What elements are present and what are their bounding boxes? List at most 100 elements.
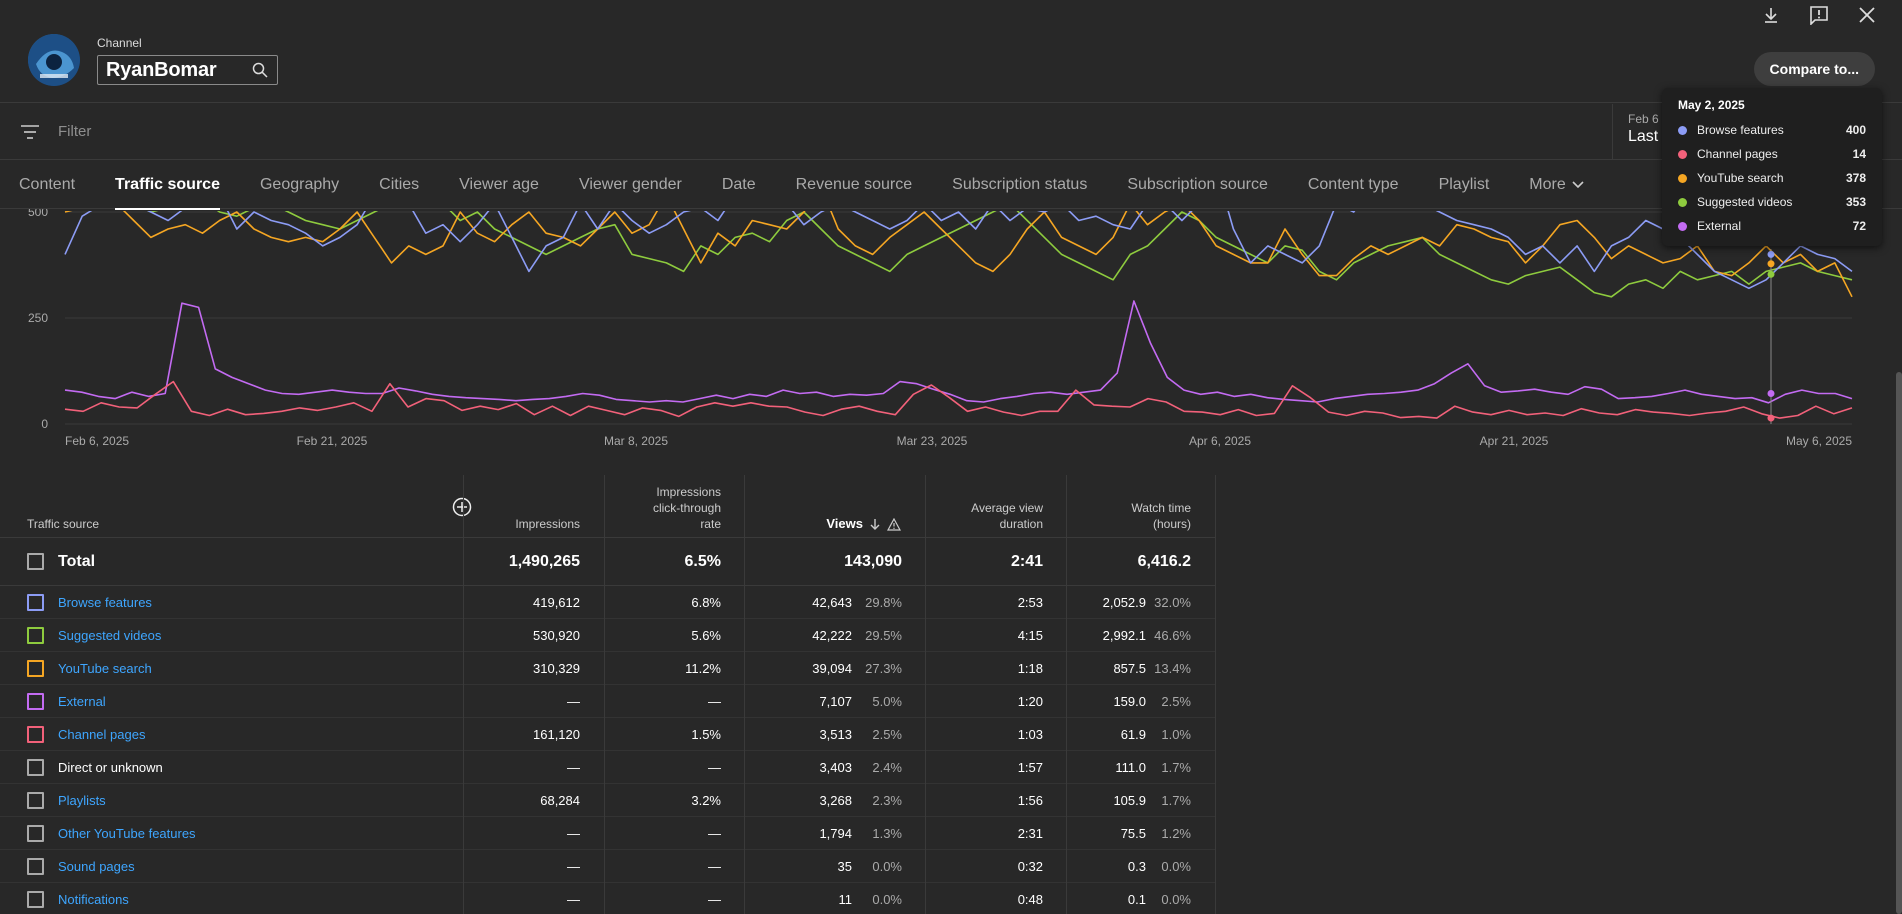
cell-views: 3,513 xyxy=(819,726,852,742)
cell-watch-time-pct: 1.7% xyxy=(1161,792,1191,808)
cell-views-pct: 29.8% xyxy=(865,594,902,610)
series-line-channel[interactable] xyxy=(64,380,1853,419)
hover-marker xyxy=(1767,414,1775,422)
tab-playlist[interactable]: Playlist xyxy=(1439,161,1490,209)
table-row-total: Total 1,490,265 6.5% 143,090 2:41 6,416.… xyxy=(0,538,1216,586)
source-name[interactable]: Suggested videos xyxy=(58,627,162,643)
legend-dot-icon xyxy=(1678,221,1687,231)
add-column-icon[interactable] xyxy=(452,497,472,517)
tab-label: Content type xyxy=(1307,176,1399,193)
scrollbar[interactable] xyxy=(1896,372,1902,914)
series-line-external[interactable] xyxy=(64,300,1853,404)
feedback-icon[interactable] xyxy=(1808,4,1830,26)
legend-dot-icon xyxy=(1678,197,1687,207)
tab-date[interactable]: Date xyxy=(722,161,756,209)
cell-watch-time: 2,052.9 xyxy=(1102,594,1146,610)
hover-marker xyxy=(1767,389,1775,397)
header-views[interactable]: Views xyxy=(745,475,901,538)
line-chart[interactable]: 500 250 0 Feb 6, 2025 Feb 21, 2025 Mar 8, 202… xyxy=(0,209,1902,474)
source-name[interactable]: Sound pages xyxy=(58,858,135,874)
source-name: Total xyxy=(58,552,96,570)
cell-views-pct: 0.0% xyxy=(872,858,902,874)
tab-viewer-gender[interactable]: Viewer gender xyxy=(579,161,682,209)
hover-marker xyxy=(1767,270,1775,278)
tab-geography[interactable]: Geography xyxy=(260,161,339,209)
cell-views-pct: 0.0% xyxy=(872,891,902,907)
source-name[interactable]: Channel pages xyxy=(58,726,146,742)
series-line-search[interactable] xyxy=(64,209,1853,298)
row-checkbox[interactable] xyxy=(27,759,44,776)
row-checkbox[interactable] xyxy=(27,660,44,677)
row-checkbox[interactable] xyxy=(27,792,44,809)
row-checkbox[interactable] xyxy=(27,594,44,611)
tab-subscription-source[interactable]: Subscription source xyxy=(1127,161,1268,209)
tab-revenue-source[interactable]: Revenue source xyxy=(796,161,913,209)
tab-label: Revenue source xyxy=(795,176,913,193)
cell-watch-time: 857.5 xyxy=(1113,660,1146,676)
table-row: Notifications — — 11 0.0% 0:48 0.1 0.0% xyxy=(0,883,1216,914)
row-checkbox[interactable] xyxy=(27,693,44,710)
cell-impressions: 310,329 xyxy=(533,660,580,676)
hover-marker xyxy=(1767,250,1775,258)
avatar[interactable] xyxy=(28,34,80,86)
tab-viewer-age[interactable]: Viewer age xyxy=(459,161,539,209)
row-checkbox[interactable] xyxy=(27,627,44,644)
header-watch-time[interactable]: Watch time (hours) xyxy=(1066,475,1191,538)
cell-watch-time-pct: 13.4% xyxy=(1154,660,1191,676)
download-icon[interactable] xyxy=(1760,4,1782,26)
header-ctr[interactable]: Impressions click-through rate xyxy=(604,475,721,538)
cell-impressions: 161,120 xyxy=(533,726,580,742)
cell-views: 3,268 xyxy=(819,792,852,808)
tab-label: Viewer age xyxy=(459,176,539,193)
tooltip-series-value: 353 xyxy=(1845,195,1866,209)
search-icon[interactable] xyxy=(252,62,268,78)
filter-input[interactable]: Filter xyxy=(58,123,92,140)
header-traffic-source[interactable]: Traffic source xyxy=(27,475,227,538)
header-ctr-line1: Impressions xyxy=(656,485,721,499)
sort-desc-icon[interactable] xyxy=(869,518,881,530)
row-checkbox[interactable] xyxy=(27,825,44,842)
date-range-selector[interactable]: Feb 6 Last xyxy=(1612,104,1659,160)
source-name[interactable]: Notifications xyxy=(58,891,129,907)
tooltip-row: Channel pages 14 xyxy=(1678,142,1866,166)
row-checkbox[interactable] xyxy=(27,726,44,743)
header-avd[interactable]: Average view duration xyxy=(926,475,1043,538)
filter-icon[interactable] xyxy=(20,123,40,141)
close-icon[interactable] xyxy=(1856,4,1878,26)
cell-ctr: — xyxy=(708,759,721,775)
column-divider xyxy=(925,475,926,914)
tab-label: Date xyxy=(721,176,756,193)
cell-views: 11 xyxy=(838,891,853,907)
tab-content-type[interactable]: Content type xyxy=(1308,161,1399,209)
tab-content[interactable]: Content xyxy=(19,161,75,209)
cell-ctr: 3.2% xyxy=(691,792,721,808)
cell-avd: 2:53 xyxy=(1017,594,1043,610)
cell-avd: 0:48 xyxy=(1017,891,1043,907)
tooltip-series-value: 400 xyxy=(1845,123,1866,137)
cell-watch-time: 75.5 xyxy=(1120,825,1146,841)
cell-ctr: 6.5% xyxy=(684,552,721,570)
compare-button[interactable]: Compare to... xyxy=(1753,52,1875,86)
warning-icon[interactable] xyxy=(887,517,901,531)
source-name[interactable]: External xyxy=(58,693,106,709)
tab-traffic-source[interactable]: Traffic source xyxy=(115,161,220,210)
source-name[interactable]: Other YouTube features xyxy=(58,825,196,841)
tab-subscription-status[interactable]: Subscription status xyxy=(952,161,1087,209)
source-name[interactable]: Playlists xyxy=(58,792,106,808)
row-checkbox[interactable] xyxy=(27,553,44,570)
row-checkbox[interactable] xyxy=(27,858,44,875)
series-line-browse[interactable] xyxy=(64,209,1853,290)
tooltip-row: YouTube search 378 xyxy=(1678,166,1866,190)
source-name[interactable]: Browse features xyxy=(58,594,152,610)
tooltip-series-name: External xyxy=(1697,219,1742,233)
channel-selector[interactable]: RyanBomar xyxy=(97,55,278,85)
cell-impressions: 1,490,265 xyxy=(508,552,580,570)
header-impressions[interactable]: Impressions xyxy=(464,475,580,538)
tab-cities[interactable]: Cities xyxy=(379,161,419,209)
tab-more[interactable]: More xyxy=(1529,161,1584,209)
series-line-suggested[interactable] xyxy=(65,209,1853,298)
tab-label: More xyxy=(1529,176,1566,193)
source-name[interactable]: YouTube search xyxy=(58,660,152,676)
row-checkbox[interactable] xyxy=(27,891,44,908)
cell-ctr: — xyxy=(708,891,721,907)
